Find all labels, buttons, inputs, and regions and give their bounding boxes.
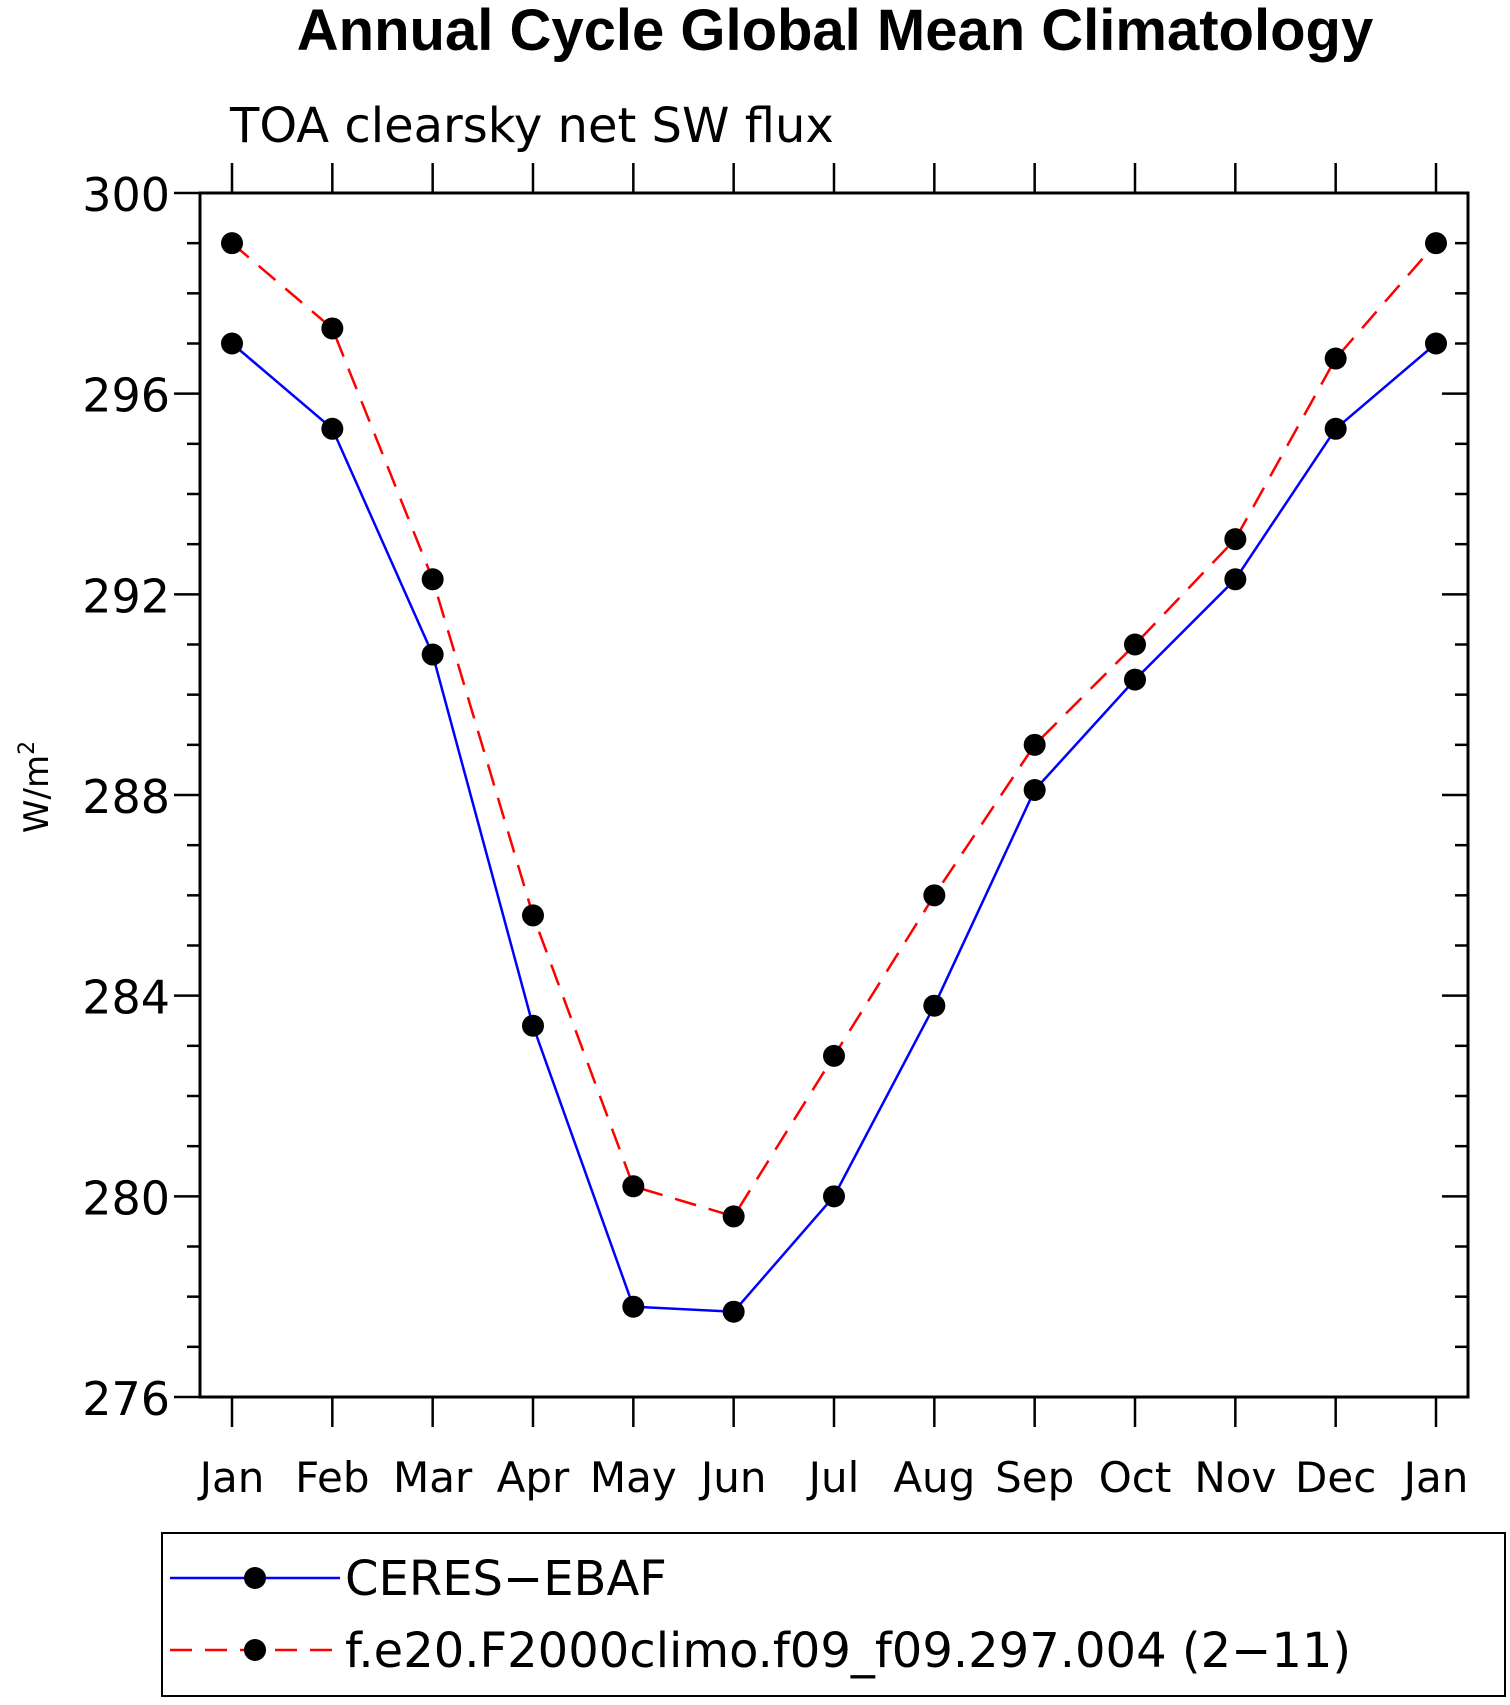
plot-frame	[198, 191, 1470, 1399]
y-axis-label: W/m2	[15, 741, 57, 833]
series-1-point	[221, 332, 243, 355]
y-axis-label-superscript: 2	[15, 741, 40, 755]
series-2-point	[522, 904, 544, 927]
series-2-point	[421, 568, 444, 591]
y-tick-label: 300	[82, 168, 170, 222]
x-tick-label: Oct	[1099, 1453, 1172, 1502]
series-1-point	[522, 1014, 544, 1037]
x-tick-label: May	[590, 1453, 677, 1502]
series-1-point	[1324, 417, 1347, 440]
series-2-point	[823, 1044, 845, 1067]
series-1-point	[321, 417, 344, 440]
series-1-point	[1224, 568, 1247, 591]
series-layer	[221, 232, 1447, 1323]
series-2-point	[923, 884, 946, 907]
series-1-point	[1124, 668, 1146, 691]
series-1-point	[823, 1185, 845, 1208]
series-line-2	[231, 242, 1437, 1218]
x-tick-label: Jan	[1401, 1453, 1469, 1502]
legend-label-1: CERES−EBAF	[345, 1551, 667, 1607]
y-tick-label: 284	[82, 971, 170, 1025]
series-2-point	[1224, 528, 1247, 551]
x-tick-label: Sep	[995, 1453, 1074, 1502]
y-axis-label-base: W/m	[17, 755, 57, 833]
chart-title: Annual Cycle Global Mean Climatology	[297, 0, 1373, 63]
series-line-1	[231, 342, 1437, 1313]
y-tick-label: 276	[82, 1372, 170, 1426]
series-2-point	[1124, 633, 1146, 656]
series-2-point	[221, 232, 243, 255]
series-1-point	[1023, 778, 1046, 801]
legend: CERES−EBAF f.e20.F2000climo.f09_f09.297.0…	[161, 1532, 1506, 1697]
legend-label-2: f.e20.F2000climo.f09_f09.297.004 (2−11)	[345, 1623, 1351, 1679]
y-tick-label: 292	[82, 569, 170, 623]
x-tick-label: Dec	[1295, 1453, 1376, 1502]
x-tick-label: Aug	[893, 1453, 975, 1502]
series-1-point	[622, 1295, 645, 1318]
series-1-point	[722, 1300, 745, 1323]
x-tick-label: Feb	[295, 1453, 369, 1502]
x-tick-label: Mar	[393, 1453, 473, 1502]
x-tick-label: Apr	[497, 1453, 570, 1502]
series-2-point	[622, 1175, 645, 1198]
legend-box	[161, 1532, 1506, 1697]
y-tick-label: 288	[82, 770, 170, 824]
series-2-point	[1324, 347, 1347, 370]
x-tick-label: Nov	[1194, 1453, 1276, 1502]
y-tick-label: 280	[82, 1171, 170, 1225]
series-2-point	[1425, 232, 1447, 255]
y-tick-label: 296	[82, 369, 170, 423]
x-tick-label: Jan	[197, 1453, 265, 1502]
series-2-point	[321, 317, 344, 340]
chart-subtitle: TOA clearsky net SW flux	[229, 98, 834, 154]
series-2-point	[722, 1205, 745, 1228]
legend-marker-1	[244, 1567, 266, 1589]
series-1-point	[421, 643, 444, 666]
series-2-point	[1023, 733, 1046, 756]
axes: 276 280 284 288 292 296 300 Jan Feb Mar Apr May Jun J…	[82, 163, 1470, 1502]
series-1-point	[1425, 332, 1447, 355]
x-tick-label: Jul	[806, 1453, 860, 1502]
svg-text:W/m2: W/m2	[15, 741, 57, 833]
x-tick-label: Jun	[698, 1453, 767, 1502]
series-1-point	[923, 994, 946, 1017]
legend-marker-2	[244, 1639, 266, 1661]
